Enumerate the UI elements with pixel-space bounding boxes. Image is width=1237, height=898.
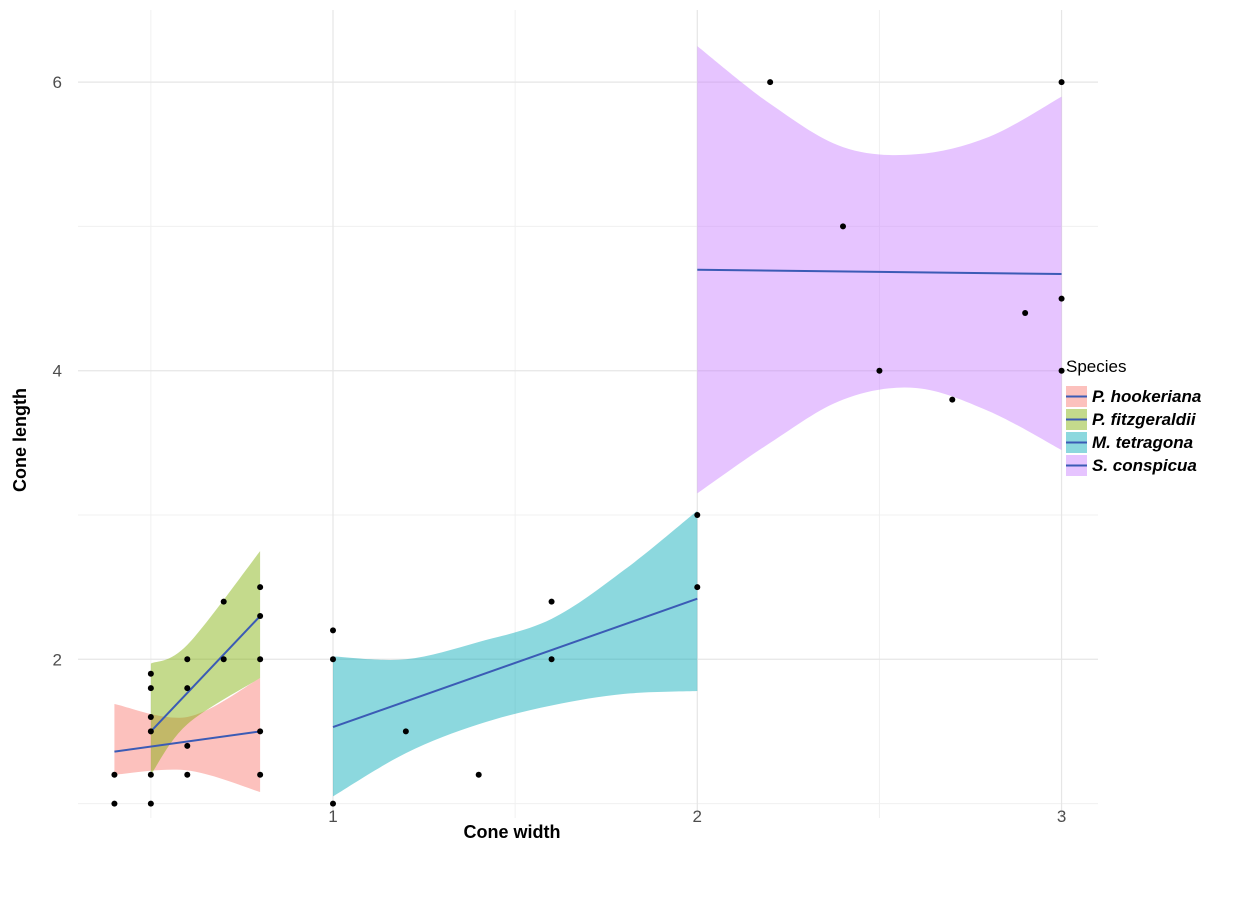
confidence-band	[333, 510, 698, 797]
fit-lines	[114, 268, 1062, 753]
data-point	[330, 800, 336, 807]
data-point	[257, 771, 264, 778]
data-point	[111, 771, 118, 778]
confidence-band	[697, 46, 1062, 494]
data-point	[257, 584, 264, 591]
data-point	[184, 685, 191, 692]
confidence-band	[150, 551, 261, 775]
confidence-bands	[114, 46, 1062, 797]
data-point	[694, 584, 701, 591]
fit-line	[114, 730, 261, 753]
data-point	[330, 656, 336, 663]
data-point	[475, 771, 482, 778]
legend-title: Species	[1066, 357, 1126, 376]
grid-lines	[78, 10, 1098, 818]
data-point	[876, 367, 883, 374]
data-point	[694, 512, 701, 518]
data-point	[111, 800, 118, 807]
data-point	[402, 728, 409, 735]
x-tick-label: 2	[693, 807, 702, 826]
fit-line	[332, 597, 698, 729]
data-point	[147, 714, 154, 720]
y-tick-label: 4	[53, 362, 62, 381]
data-point	[1058, 79, 1065, 86]
data-point	[147, 685, 154, 692]
data-point	[1058, 367, 1065, 374]
data-point	[1058, 295, 1065, 302]
data-point	[184, 771, 191, 778]
legend-label: M. tetragona	[1092, 433, 1193, 452]
data-point	[147, 800, 154, 807]
data-point	[1022, 310, 1029, 316]
data-point	[257, 728, 264, 735]
legend-label: P. hookeriana	[1092, 387, 1201, 406]
y-tick-label: 6	[53, 73, 62, 92]
data-point	[840, 223, 846, 230]
data-point	[220, 598, 227, 605]
data-point	[330, 627, 336, 634]
data-point	[257, 613, 264, 619]
x-axis-title: Cone width	[464, 822, 561, 842]
data-point	[184, 656, 191, 663]
data-points	[111, 79, 1065, 807]
data-point	[147, 670, 154, 677]
data-point	[767, 79, 774, 86]
fit-line	[150, 615, 261, 733]
y-axis-title: Cone length	[10, 388, 30, 492]
tick-labels: 1 2 3 2 4 6	[53, 73, 1067, 826]
data-point	[257, 656, 264, 663]
x-tick-label: 1	[328, 807, 337, 826]
data-point	[548, 598, 555, 605]
fit-line	[697, 268, 1062, 276]
legend-label: S. conspicua	[1092, 456, 1197, 475]
data-point	[949, 396, 956, 403]
data-point	[147, 771, 154, 778]
y-tick-label: 2	[53, 650, 62, 669]
legend-label: P. fitzgeraldii	[1092, 410, 1197, 429]
data-point	[184, 742, 191, 749]
confidence-band	[114, 678, 261, 792]
data-point	[220, 656, 227, 663]
legend: Species P. hookeriana P. fitzgeraldii M. t…	[1066, 357, 1201, 476]
data-point	[548, 656, 555, 663]
data-point	[147, 728, 154, 735]
x-tick-label: 3	[1057, 807, 1066, 826]
